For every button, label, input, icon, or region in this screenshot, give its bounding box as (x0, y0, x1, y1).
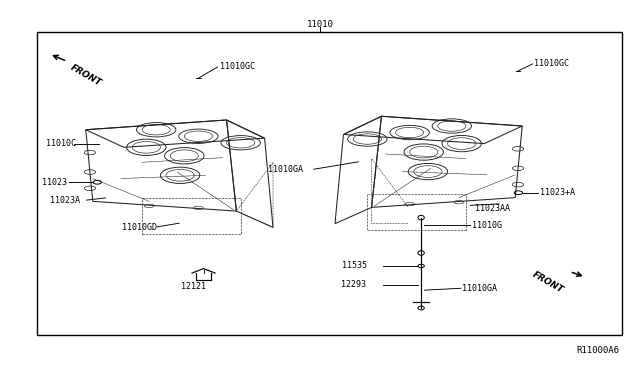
Text: 11535: 11535 (342, 262, 367, 270)
Text: 11010GA: 11010GA (268, 165, 303, 174)
Text: 12121: 12121 (181, 282, 206, 291)
Text: 11010GC: 11010GC (220, 62, 255, 71)
Text: 11023+A: 11023+A (540, 188, 575, 197)
Text: 11010G: 11010G (472, 221, 502, 230)
Text: 11023AA: 11023AA (475, 204, 510, 213)
Text: 11023A: 11023A (50, 196, 80, 205)
Bar (37, 32, 622, 335)
Text: FRONT: FRONT (69, 62, 103, 87)
Text: 12293: 12293 (341, 280, 366, 289)
Text: R11000A6: R11000A6 (577, 346, 620, 355)
Text: 11010: 11010 (307, 20, 333, 29)
Text: 11010GC: 11010GC (534, 60, 570, 68)
Text: 11010GD: 11010GD (122, 223, 157, 232)
Text: 11010C: 11010C (46, 140, 76, 148)
Text: FRONT: FRONT (531, 270, 565, 295)
Text: 11010GA: 11010GA (462, 284, 497, 293)
Text: 11023: 11023 (42, 178, 67, 187)
